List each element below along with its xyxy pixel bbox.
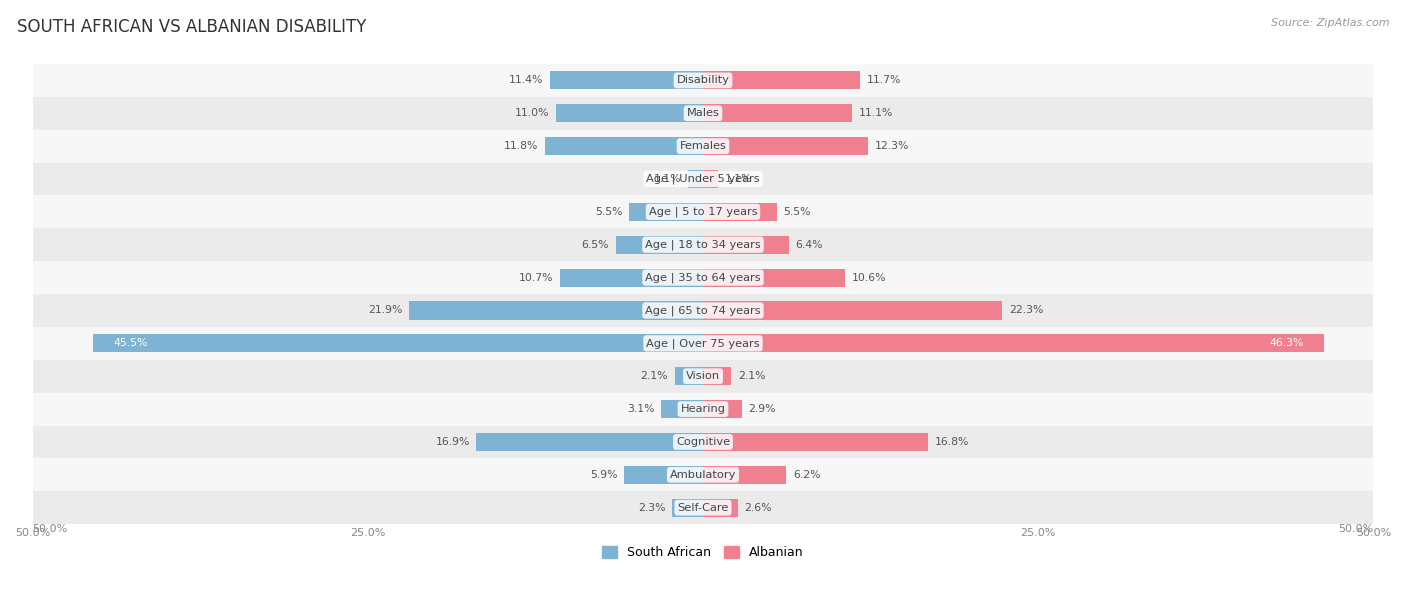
- Text: Ambulatory: Ambulatory: [669, 470, 737, 480]
- Text: 11.0%: 11.0%: [515, 108, 548, 118]
- Bar: [703, 499, 738, 517]
- Bar: [703, 170, 717, 188]
- Text: 6.4%: 6.4%: [796, 240, 823, 250]
- Bar: [93, 334, 703, 353]
- Bar: [32, 195, 1374, 228]
- Text: 10.7%: 10.7%: [519, 272, 553, 283]
- Text: Self-Care: Self-Care: [678, 502, 728, 513]
- Text: 2.1%: 2.1%: [738, 371, 765, 381]
- Bar: [703, 400, 742, 418]
- Bar: [32, 327, 1374, 360]
- Text: 46.3%: 46.3%: [1270, 338, 1303, 348]
- Bar: [544, 137, 703, 155]
- Text: Age | Over 75 years: Age | Over 75 years: [647, 338, 759, 349]
- Bar: [703, 203, 776, 221]
- Text: 3.1%: 3.1%: [627, 404, 655, 414]
- Text: Females: Females: [679, 141, 727, 151]
- Text: Hearing: Hearing: [681, 404, 725, 414]
- Text: 45.5%: 45.5%: [112, 338, 148, 348]
- Bar: [32, 425, 1374, 458]
- Bar: [32, 97, 1374, 130]
- Bar: [477, 433, 703, 451]
- Text: Age | Under 5 years: Age | Under 5 years: [647, 174, 759, 184]
- Bar: [616, 236, 703, 254]
- Text: 2.1%: 2.1%: [641, 371, 668, 381]
- Bar: [703, 433, 928, 451]
- Bar: [672, 499, 703, 517]
- Bar: [689, 170, 703, 188]
- Text: Age | 65 to 74 years: Age | 65 to 74 years: [645, 305, 761, 316]
- Text: 1.1%: 1.1%: [724, 174, 752, 184]
- Text: Age | 18 to 34 years: Age | 18 to 34 years: [645, 239, 761, 250]
- Bar: [675, 367, 703, 385]
- Bar: [550, 72, 703, 89]
- Text: 5.5%: 5.5%: [595, 207, 623, 217]
- Text: Source: ZipAtlas.com: Source: ZipAtlas.com: [1271, 18, 1389, 28]
- Bar: [703, 104, 852, 122]
- Bar: [661, 400, 703, 418]
- Bar: [32, 261, 1374, 294]
- Bar: [32, 163, 1374, 195]
- Bar: [703, 269, 845, 286]
- Text: 21.9%: 21.9%: [368, 305, 402, 315]
- Bar: [555, 104, 703, 122]
- Bar: [630, 203, 703, 221]
- Bar: [409, 302, 703, 319]
- Text: 12.3%: 12.3%: [875, 141, 910, 151]
- Bar: [32, 228, 1374, 261]
- Bar: [703, 302, 1002, 319]
- Text: 11.7%: 11.7%: [866, 75, 901, 86]
- Text: 50.0%: 50.0%: [1339, 524, 1374, 534]
- Text: 2.9%: 2.9%: [748, 404, 776, 414]
- Text: 16.8%: 16.8%: [935, 437, 969, 447]
- Bar: [32, 64, 1374, 97]
- Bar: [32, 491, 1374, 524]
- Bar: [703, 334, 1324, 353]
- Text: Age | 5 to 17 years: Age | 5 to 17 years: [648, 207, 758, 217]
- Text: 50.0%: 50.0%: [32, 524, 67, 534]
- Text: Disability: Disability: [676, 75, 730, 86]
- Bar: [624, 466, 703, 484]
- Text: 11.8%: 11.8%: [503, 141, 538, 151]
- Text: 11.1%: 11.1%: [859, 108, 893, 118]
- Text: 6.5%: 6.5%: [582, 240, 609, 250]
- Text: 5.5%: 5.5%: [783, 207, 811, 217]
- Text: 5.9%: 5.9%: [589, 470, 617, 480]
- Bar: [32, 360, 1374, 393]
- Text: 2.3%: 2.3%: [638, 502, 665, 513]
- Text: 6.2%: 6.2%: [793, 470, 820, 480]
- Bar: [32, 458, 1374, 491]
- Text: Cognitive: Cognitive: [676, 437, 730, 447]
- Text: 1.1%: 1.1%: [654, 174, 682, 184]
- Bar: [32, 393, 1374, 425]
- Bar: [703, 72, 860, 89]
- Bar: [32, 130, 1374, 163]
- Text: 10.6%: 10.6%: [852, 272, 886, 283]
- Legend: South African, Albanian: South African, Albanian: [602, 546, 804, 559]
- Bar: [703, 466, 786, 484]
- Bar: [703, 137, 868, 155]
- Text: SOUTH AFRICAN VS ALBANIAN DISABILITY: SOUTH AFRICAN VS ALBANIAN DISABILITY: [17, 18, 366, 36]
- Text: Age | 35 to 64 years: Age | 35 to 64 years: [645, 272, 761, 283]
- Text: 2.6%: 2.6%: [745, 502, 772, 513]
- Text: Vision: Vision: [686, 371, 720, 381]
- Text: Males: Males: [686, 108, 720, 118]
- Text: 11.4%: 11.4%: [509, 75, 544, 86]
- Bar: [32, 294, 1374, 327]
- Text: 22.3%: 22.3%: [1008, 305, 1043, 315]
- Text: 16.9%: 16.9%: [436, 437, 470, 447]
- Bar: [560, 269, 703, 286]
- Bar: [703, 367, 731, 385]
- Bar: [703, 236, 789, 254]
